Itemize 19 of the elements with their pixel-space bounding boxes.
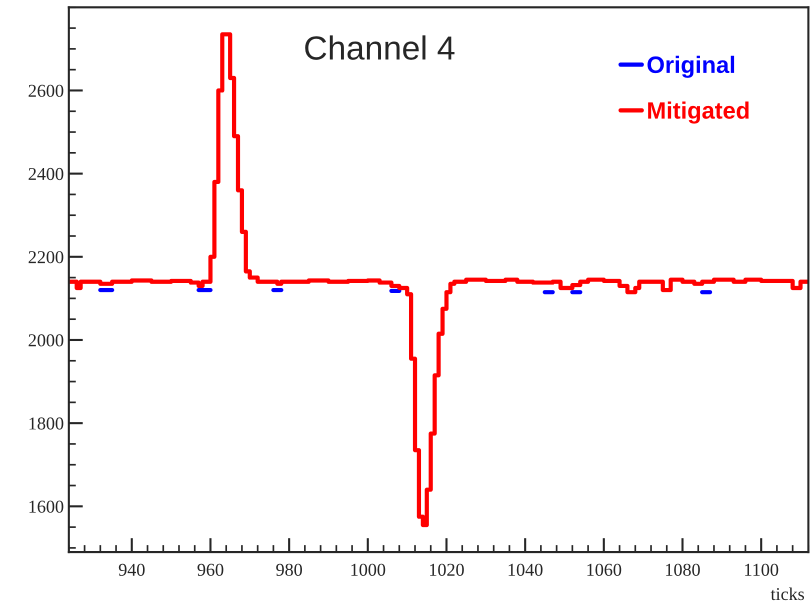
y-tick-label: 2200 — [28, 251, 64, 264]
x-tick-label: 940 — [118, 564, 145, 576]
x-tick-label: 1100 — [745, 564, 778, 576]
y-tick-label: 1600 — [29, 500, 64, 513]
x-tick-label: 1060 — [587, 564, 622, 576]
x-tick-label: 1020 — [430, 564, 464, 576]
x-tick-label: 980 — [276, 564, 302, 576]
y-tick-label: 2000 — [28, 334, 64, 346]
y-tick-label: 2400 — [28, 168, 64, 180]
y-tick-label: 1800 — [29, 417, 64, 430]
text: Channel 4 — [305, 35, 454, 60]
x-tick-label: 1040 — [508, 564, 543, 576]
y-tick-label: 2600 — [28, 84, 64, 97]
x-tick-label: 1080 — [666, 564, 700, 576]
x-tick-label: 1000 — [351, 564, 386, 576]
legend-label: Mitigated — [648, 102, 749, 124]
legend-label: Original — [648, 56, 734, 78]
x-tick-label: 960 — [198, 564, 224, 576]
x-axis-title: ticks — [770, 587, 804, 600]
